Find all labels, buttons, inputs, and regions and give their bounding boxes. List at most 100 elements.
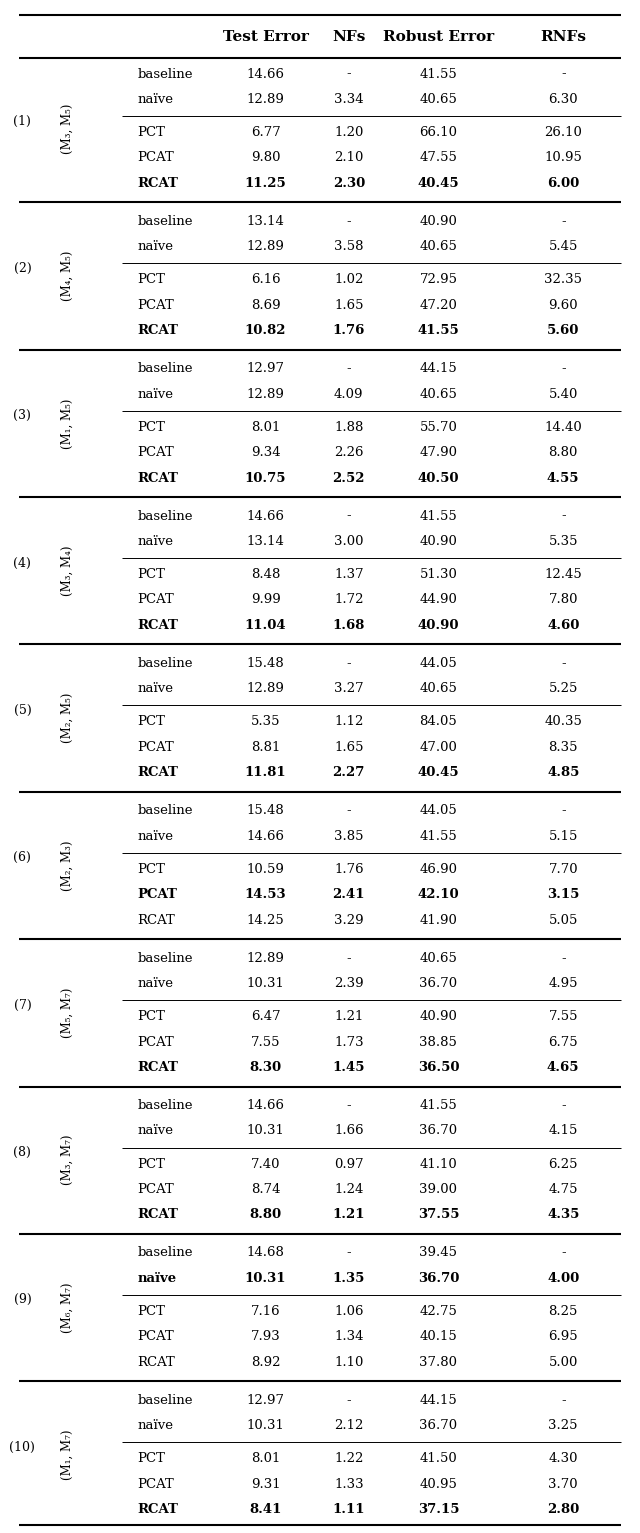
Text: baseline: baseline xyxy=(138,952,193,964)
Text: 2.39: 2.39 xyxy=(334,977,364,990)
Text: 5.05: 5.05 xyxy=(548,914,578,926)
Text: -: - xyxy=(561,1099,566,1111)
Text: 4.95: 4.95 xyxy=(548,977,578,990)
Text: 8.01: 8.01 xyxy=(251,1452,280,1466)
Text: naïve: naïve xyxy=(138,535,173,547)
Text: PCT: PCT xyxy=(138,569,166,581)
Text: 6.16: 6.16 xyxy=(251,273,280,287)
Text: 39.00: 39.00 xyxy=(419,1183,458,1196)
Text: 8.35: 8.35 xyxy=(548,740,578,754)
Text: 1.33: 1.33 xyxy=(334,1478,364,1490)
Text: 4.55: 4.55 xyxy=(547,472,579,484)
Text: (8): (8) xyxy=(13,1147,31,1159)
Text: (9): (9) xyxy=(13,1294,31,1306)
Text: 37.55: 37.55 xyxy=(418,1208,459,1222)
Text: naïve: naïve xyxy=(138,1272,177,1285)
Text: 40.90: 40.90 xyxy=(418,619,459,632)
Text: naïve: naïve xyxy=(138,1125,173,1137)
Text: 5.35: 5.35 xyxy=(251,716,280,728)
Text: 1.06: 1.06 xyxy=(334,1305,364,1318)
Text: RCAT: RCAT xyxy=(138,472,179,484)
Text: 1.76: 1.76 xyxy=(333,323,365,337)
Text: 8.01: 8.01 xyxy=(251,420,280,434)
Text: 8.80: 8.80 xyxy=(250,1208,282,1222)
Text: 1.65: 1.65 xyxy=(334,740,364,754)
Text: -: - xyxy=(346,805,351,817)
Text: 1.24: 1.24 xyxy=(334,1183,364,1196)
Text: naïve: naïve xyxy=(138,388,173,400)
Text: 26.10: 26.10 xyxy=(544,126,582,140)
Text: -: - xyxy=(561,805,566,817)
Text: 5.45: 5.45 xyxy=(548,241,578,253)
Text: 41.55: 41.55 xyxy=(417,323,460,337)
Text: RCAT: RCAT xyxy=(138,914,175,926)
Text: 44.90: 44.90 xyxy=(419,593,458,607)
Text: 55.70: 55.70 xyxy=(419,420,458,434)
Text: baseline: baseline xyxy=(138,1099,193,1111)
Text: 6.30: 6.30 xyxy=(548,94,578,106)
Text: 2.26: 2.26 xyxy=(334,446,364,458)
Text: 44.05: 44.05 xyxy=(420,805,457,817)
Text: 36.50: 36.50 xyxy=(418,1061,459,1075)
Text: 5.00: 5.00 xyxy=(548,1355,578,1369)
Text: 8.81: 8.81 xyxy=(251,740,280,754)
Text: 1.21: 1.21 xyxy=(333,1208,365,1222)
Text: 1.12: 1.12 xyxy=(334,716,364,728)
Text: 84.05: 84.05 xyxy=(420,716,457,728)
Text: 7.55: 7.55 xyxy=(251,1036,280,1049)
Text: 10.31: 10.31 xyxy=(246,1420,285,1432)
Text: 7.70: 7.70 xyxy=(548,863,578,875)
Text: Robust Error: Robust Error xyxy=(383,29,494,44)
Text: 2.52: 2.52 xyxy=(333,472,365,484)
Text: baseline: baseline xyxy=(138,509,193,523)
Text: 0.97: 0.97 xyxy=(334,1157,364,1171)
Text: 36.70: 36.70 xyxy=(419,1420,458,1432)
Text: 2.30: 2.30 xyxy=(333,176,365,190)
Text: baseline: baseline xyxy=(138,215,193,228)
Text: -: - xyxy=(561,215,566,228)
Text: -: - xyxy=(561,1393,566,1407)
Text: 13.14: 13.14 xyxy=(246,215,285,228)
Text: (M₃, M₅): (M₃, M₅) xyxy=(61,103,74,153)
Text: (M₄, M₅): (M₄, M₅) xyxy=(61,251,74,300)
Text: (M₃, M₄): (M₃, M₄) xyxy=(61,546,74,596)
Text: 2.41: 2.41 xyxy=(333,888,365,901)
Text: 4.35: 4.35 xyxy=(547,1208,579,1222)
Text: 40.15: 40.15 xyxy=(420,1331,457,1343)
Text: PCT: PCT xyxy=(138,863,166,875)
Text: 40.65: 40.65 xyxy=(419,388,458,400)
Text: (M₂, M₅): (M₂, M₅) xyxy=(61,693,74,744)
Text: 6.95: 6.95 xyxy=(548,1331,578,1343)
Text: 2.12: 2.12 xyxy=(334,1420,364,1432)
Text: (1): (1) xyxy=(13,115,31,127)
Text: 14.25: 14.25 xyxy=(247,914,284,926)
Text: RCAT: RCAT xyxy=(138,176,179,190)
Text: 7.55: 7.55 xyxy=(548,1010,578,1023)
Text: 40.65: 40.65 xyxy=(419,682,458,696)
Text: 1.37: 1.37 xyxy=(334,569,364,581)
Text: 1.68: 1.68 xyxy=(333,619,365,632)
Text: (M₂, M₃): (M₂, M₃) xyxy=(61,840,74,891)
Text: 8.41: 8.41 xyxy=(250,1502,282,1516)
Text: 3.85: 3.85 xyxy=(334,829,364,843)
Text: 66.10: 66.10 xyxy=(419,126,458,140)
Text: 4.85: 4.85 xyxy=(547,766,579,779)
Text: RCAT: RCAT xyxy=(138,1208,179,1222)
Text: naïve: naïve xyxy=(138,1420,173,1432)
Text: 1.11: 1.11 xyxy=(333,1502,365,1516)
Text: 7.80: 7.80 xyxy=(548,593,578,607)
Text: PCT: PCT xyxy=(138,1452,166,1466)
Text: baseline: baseline xyxy=(138,1393,193,1407)
Text: 3.34: 3.34 xyxy=(334,94,364,106)
Text: 40.90: 40.90 xyxy=(419,215,458,228)
Text: 14.53: 14.53 xyxy=(244,888,287,901)
Text: 15.48: 15.48 xyxy=(247,805,284,817)
Text: 10.59: 10.59 xyxy=(246,863,285,875)
Text: -: - xyxy=(346,1393,351,1407)
Text: 9.60: 9.60 xyxy=(548,299,578,311)
Text: 47.90: 47.90 xyxy=(419,446,458,458)
Text: 32.35: 32.35 xyxy=(544,273,582,287)
Text: PCAT: PCAT xyxy=(138,1331,174,1343)
Text: 9.80: 9.80 xyxy=(251,152,280,164)
Text: 42.75: 42.75 xyxy=(419,1305,458,1318)
